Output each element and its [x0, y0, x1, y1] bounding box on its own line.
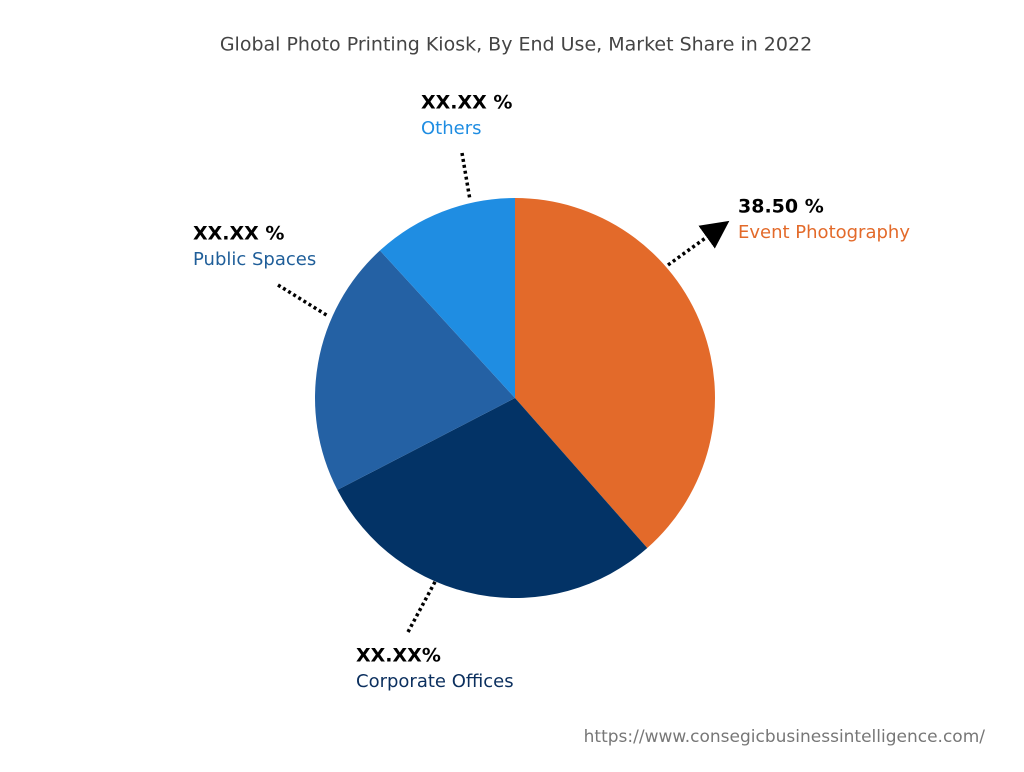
pie-slice — [515, 198, 715, 549]
pie-slice — [379, 198, 515, 398]
leader-line — [277, 283, 329, 318]
category-label: Others — [421, 118, 482, 139]
value-label: XX.XX % — [421, 92, 512, 114]
leader-line — [406, 579, 438, 633]
value-label: XX.XX % — [193, 223, 284, 245]
category-label: Corporate Offices — [356, 671, 514, 692]
pie-slice — [337, 398, 648, 598]
category-label: Public Spaces — [193, 249, 316, 270]
source: https://www.consegicbusinessintelligence… — [584, 727, 986, 747]
chart-title: Global Photo Printing Kiosk, By End Use,… — [220, 34, 812, 56]
leader-line — [460, 152, 472, 201]
leader-line — [666, 220, 730, 267]
category-label: Event Photography — [738, 222, 910, 243]
pie-slice — [315, 250, 515, 490]
value-label: XX.XX% — [356, 645, 441, 667]
value-label: 38.50 % — [738, 196, 824, 218]
